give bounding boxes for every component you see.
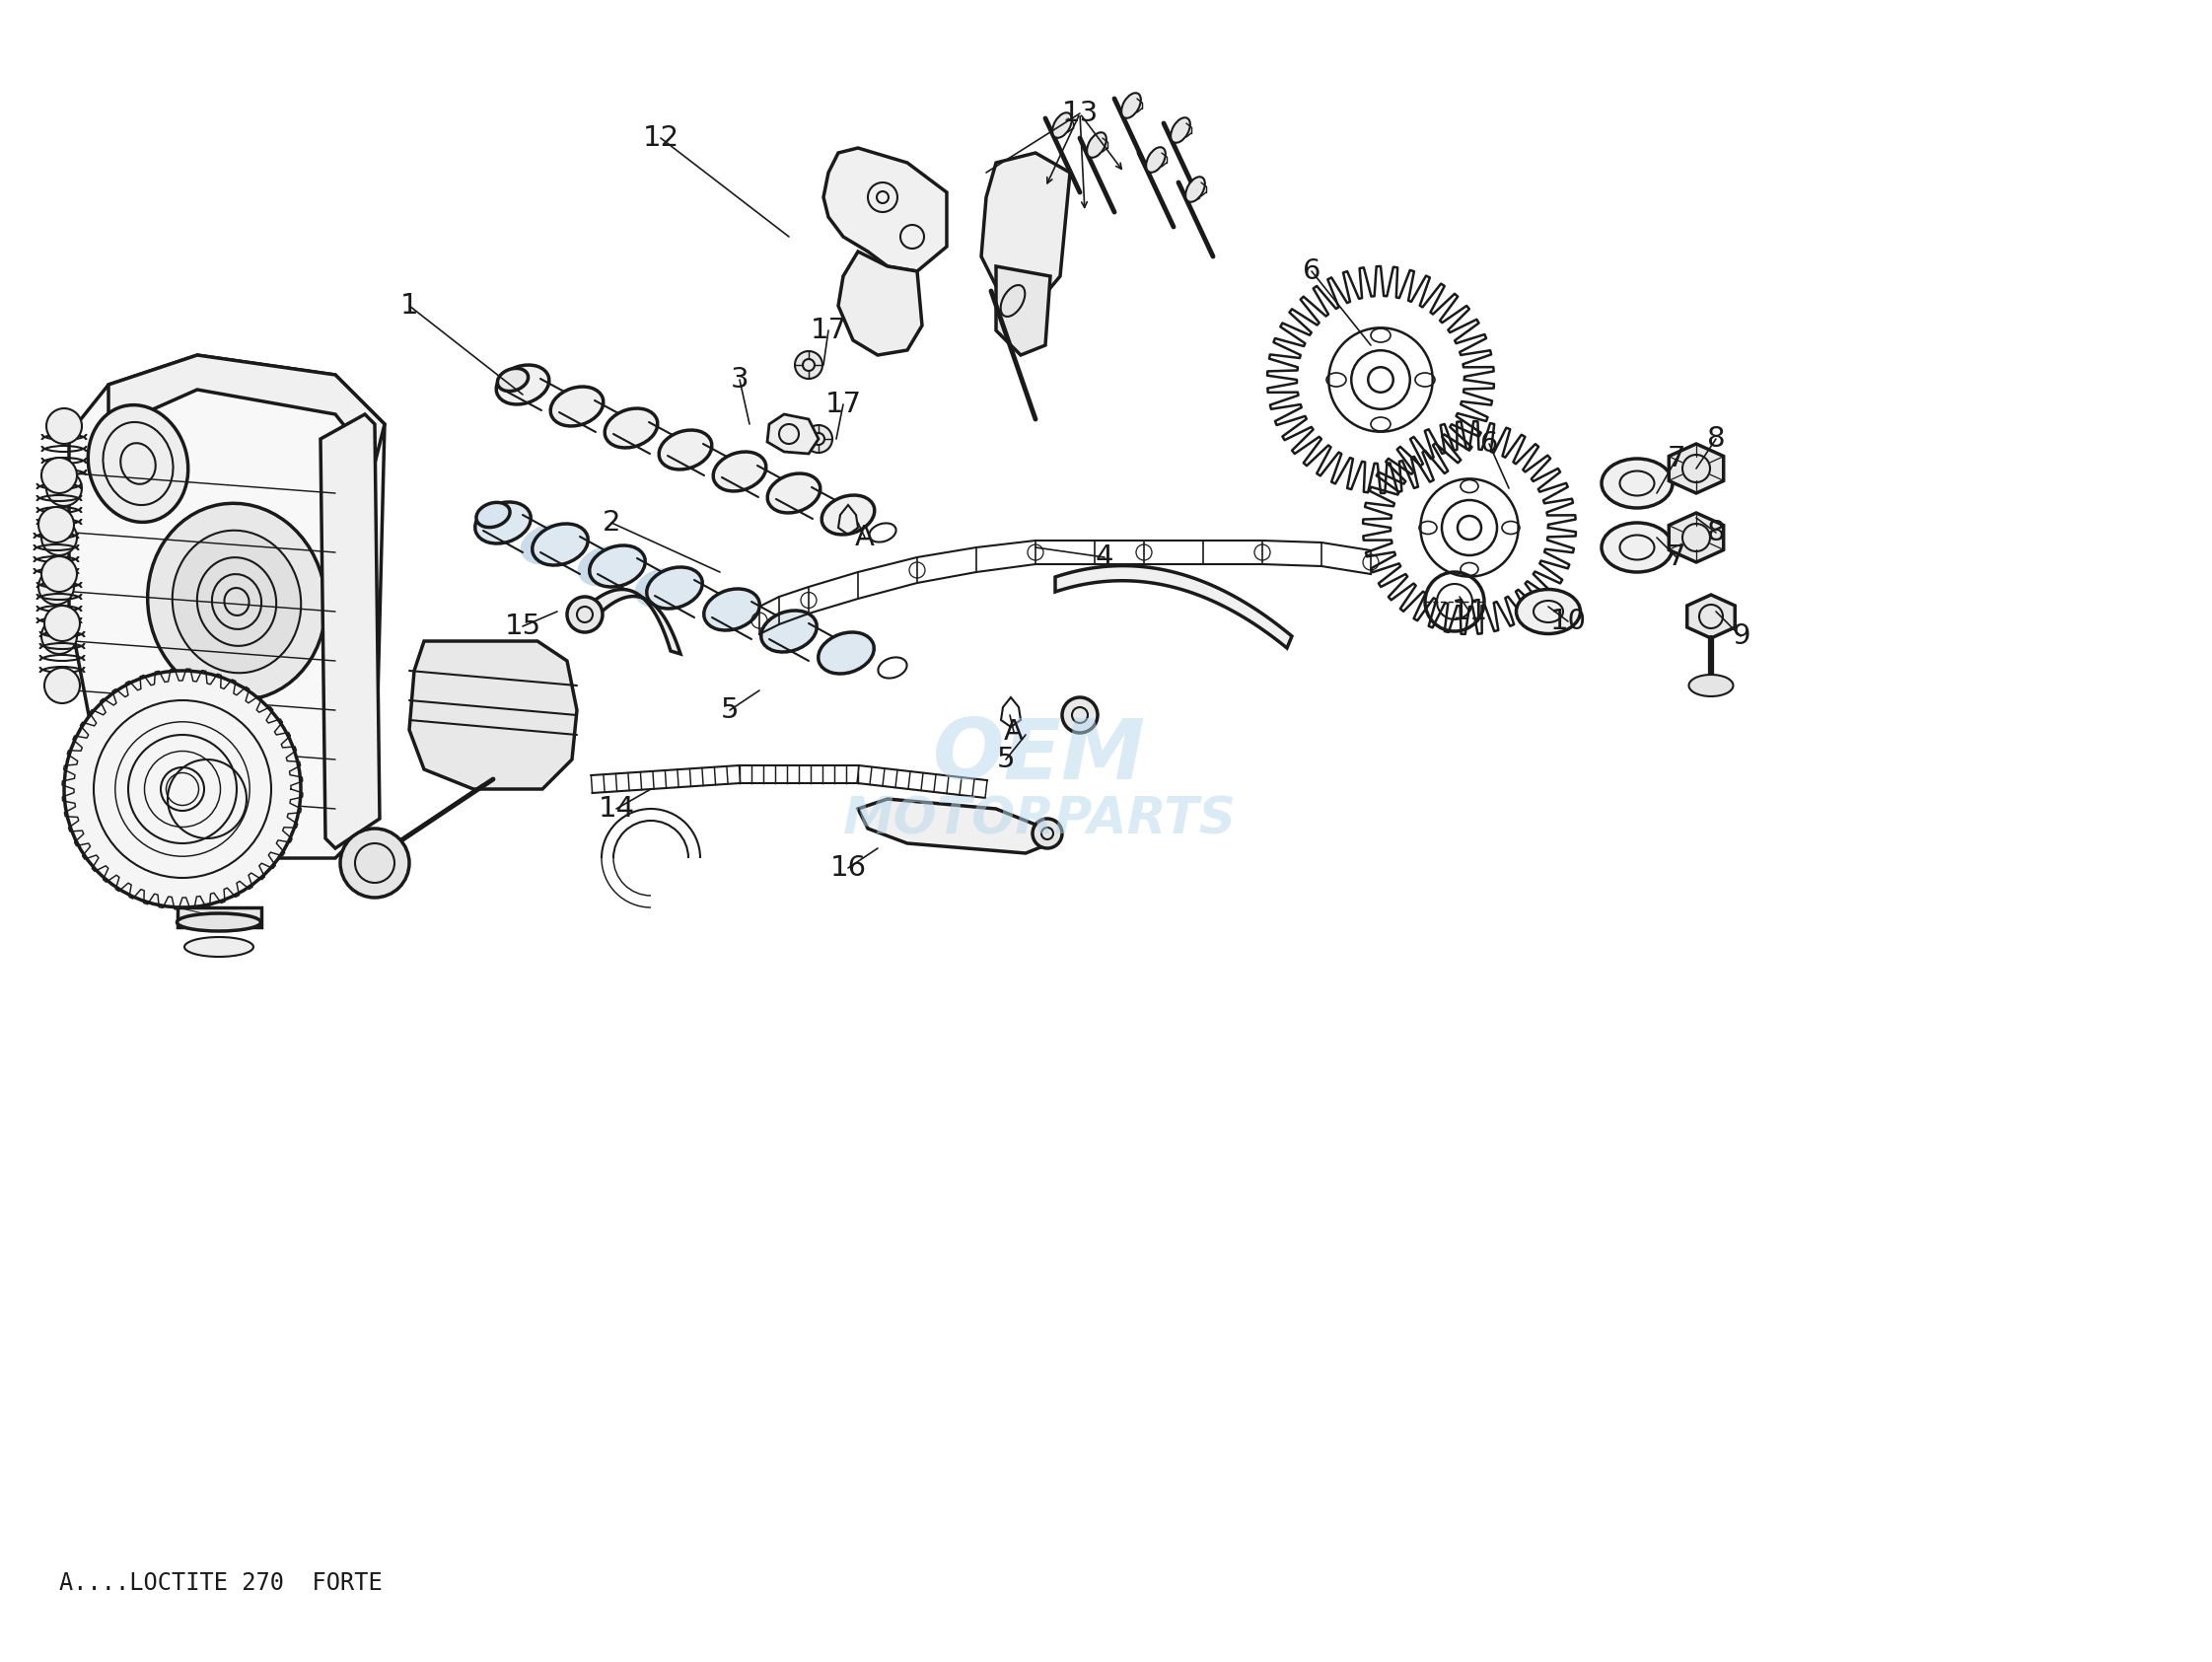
- Ellipse shape: [498, 369, 529, 391]
- Text: A: A: [1004, 718, 1024, 746]
- Text: 7: 7: [1668, 445, 1686, 472]
- Polygon shape: [409, 642, 577, 789]
- Ellipse shape: [818, 632, 874, 673]
- Ellipse shape: [148, 504, 325, 700]
- Circle shape: [42, 618, 77, 653]
- Text: 9: 9: [1732, 622, 1750, 650]
- Circle shape: [794, 351, 823, 379]
- Circle shape: [42, 557, 77, 592]
- Text: 12: 12: [641, 125, 679, 151]
- Circle shape: [42, 520, 77, 555]
- Ellipse shape: [1601, 459, 1672, 509]
- Text: 8: 8: [1708, 425, 1725, 452]
- Text: 5: 5: [998, 746, 1015, 773]
- Ellipse shape: [1170, 118, 1190, 143]
- Polygon shape: [1668, 514, 1723, 562]
- Text: 1: 1: [400, 293, 418, 319]
- Text: 17: 17: [825, 391, 860, 419]
- Ellipse shape: [173, 530, 301, 673]
- Polygon shape: [177, 907, 261, 927]
- Text: A....LOCTITE 270  FORTE: A....LOCTITE 270 FORTE: [60, 1571, 383, 1596]
- Text: 11: 11: [1451, 598, 1489, 625]
- Circle shape: [805, 425, 832, 452]
- Ellipse shape: [476, 502, 531, 543]
- Polygon shape: [1688, 595, 1734, 638]
- Circle shape: [566, 597, 602, 632]
- Ellipse shape: [1688, 675, 1734, 696]
- Ellipse shape: [646, 567, 703, 608]
- Polygon shape: [1055, 565, 1292, 648]
- Polygon shape: [108, 356, 385, 464]
- Ellipse shape: [604, 409, 657, 447]
- Ellipse shape: [1053, 113, 1073, 138]
- Ellipse shape: [821, 495, 874, 535]
- Polygon shape: [1668, 444, 1723, 494]
- Text: 14: 14: [597, 794, 635, 823]
- Polygon shape: [995, 266, 1051, 356]
- Ellipse shape: [520, 524, 575, 565]
- Text: 2: 2: [602, 509, 622, 537]
- Ellipse shape: [184, 937, 254, 957]
- Polygon shape: [582, 590, 681, 653]
- Circle shape: [341, 829, 409, 897]
- Ellipse shape: [1121, 93, 1141, 118]
- Text: OEM: OEM: [933, 715, 1146, 798]
- Circle shape: [46, 409, 82, 444]
- Ellipse shape: [577, 547, 630, 587]
- Circle shape: [1062, 698, 1097, 733]
- Circle shape: [38, 507, 73, 542]
- Ellipse shape: [588, 545, 646, 587]
- Ellipse shape: [1086, 133, 1106, 158]
- Polygon shape: [838, 251, 922, 356]
- Text: 15: 15: [504, 613, 542, 640]
- Text: A: A: [856, 524, 874, 552]
- Ellipse shape: [1146, 148, 1166, 173]
- Circle shape: [46, 470, 82, 505]
- Ellipse shape: [495, 366, 549, 404]
- Text: MOTORPARTS: MOTORPARTS: [843, 796, 1237, 844]
- Polygon shape: [768, 414, 818, 454]
- Ellipse shape: [533, 524, 588, 565]
- Ellipse shape: [1186, 176, 1206, 203]
- Ellipse shape: [1000, 286, 1024, 316]
- Text: 13: 13: [1062, 100, 1097, 128]
- Circle shape: [44, 668, 80, 703]
- Ellipse shape: [703, 588, 759, 630]
- Circle shape: [1033, 819, 1062, 848]
- Polygon shape: [321, 414, 380, 848]
- Text: 8: 8: [1708, 519, 1725, 547]
- Ellipse shape: [1601, 524, 1672, 572]
- Polygon shape: [982, 153, 1071, 306]
- Ellipse shape: [476, 502, 511, 527]
- Text: 10: 10: [1551, 608, 1586, 635]
- Ellipse shape: [659, 430, 712, 469]
- Text: 5: 5: [721, 696, 739, 725]
- Ellipse shape: [177, 914, 261, 931]
- Circle shape: [64, 671, 301, 907]
- Text: 17: 17: [810, 317, 847, 344]
- Circle shape: [42, 457, 77, 494]
- Text: 7: 7: [1668, 543, 1686, 572]
- Text: 3: 3: [730, 366, 750, 394]
- Ellipse shape: [761, 610, 816, 652]
- Ellipse shape: [635, 568, 688, 608]
- Text: 6: 6: [1480, 430, 1498, 457]
- Circle shape: [38, 568, 73, 605]
- Ellipse shape: [551, 387, 604, 425]
- Ellipse shape: [768, 474, 821, 514]
- Ellipse shape: [712, 452, 765, 492]
- Polygon shape: [69, 356, 385, 858]
- Text: 4: 4: [1095, 543, 1113, 572]
- Ellipse shape: [1515, 590, 1579, 633]
- Text: 16: 16: [830, 854, 867, 883]
- Text: 6: 6: [1303, 258, 1321, 286]
- Ellipse shape: [88, 406, 188, 522]
- Circle shape: [44, 605, 80, 642]
- Polygon shape: [823, 148, 947, 271]
- Polygon shape: [858, 799, 1051, 853]
